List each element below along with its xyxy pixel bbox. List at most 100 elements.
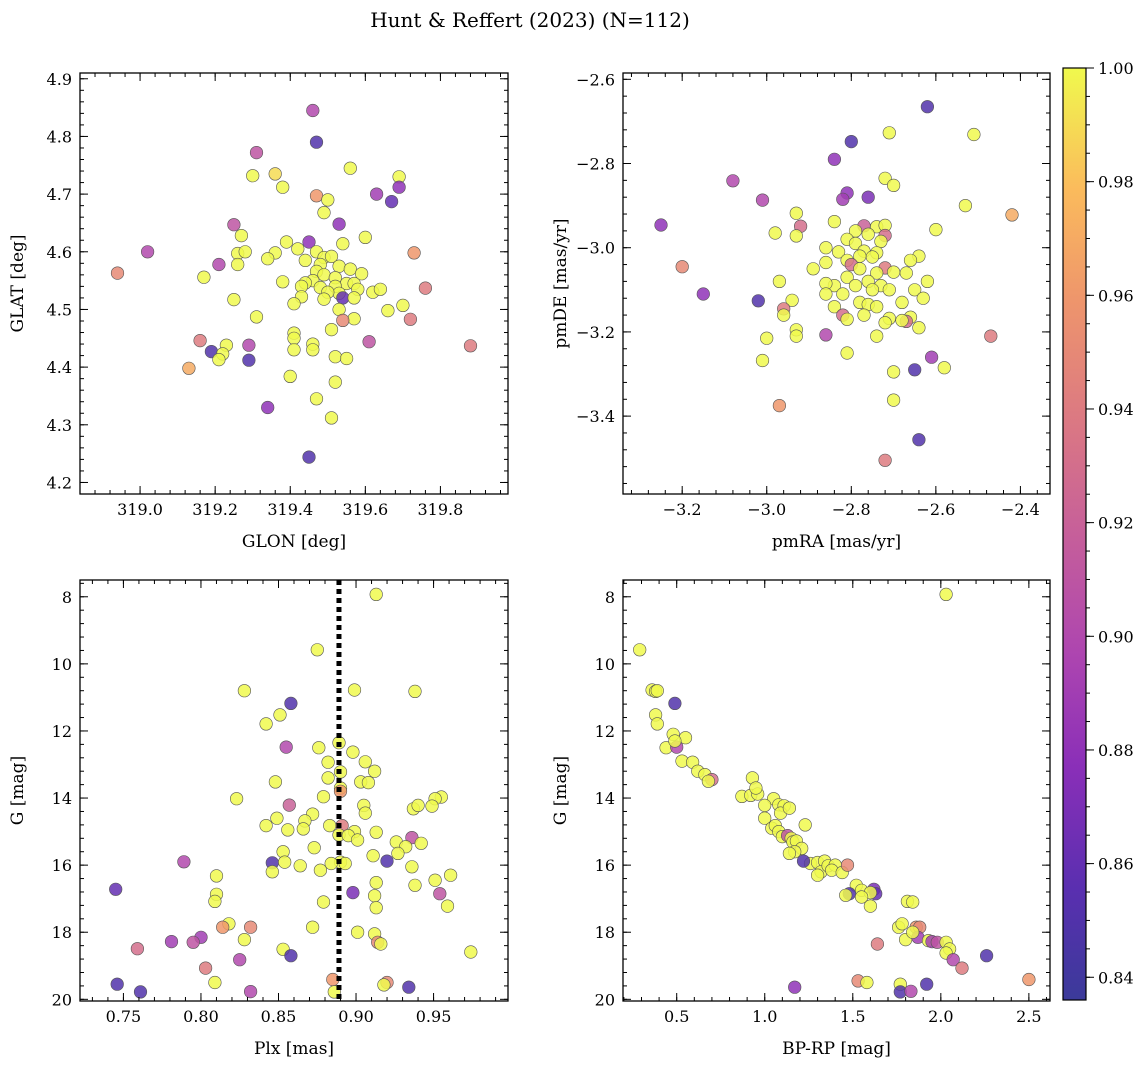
data-point — [343, 262, 357, 276]
data-point — [233, 953, 247, 967]
x-tick-label: 0.90 — [338, 1007, 374, 1026]
data-point — [302, 450, 316, 464]
data-point — [109, 882, 123, 896]
data-point — [336, 291, 350, 305]
data-point — [865, 283, 880, 297]
data-point — [182, 361, 196, 375]
y-tick-label: 10 — [52, 655, 72, 674]
data-point — [772, 274, 787, 289]
data-point — [878, 453, 892, 467]
data-point — [920, 100, 935, 114]
y-tick-label: −2.6 — [576, 70, 615, 89]
data-point — [939, 587, 953, 602]
data-point — [668, 696, 682, 711]
data-point — [130, 942, 144, 956]
data-point — [279, 740, 293, 754]
data-point — [377, 978, 391, 992]
data-point — [758, 798, 772, 813]
data-point — [979, 949, 994, 963]
data-point — [958, 199, 973, 213]
data-point — [425, 799, 439, 813]
data-point — [259, 717, 273, 731]
data-point — [302, 235, 316, 249]
x-tick-label: 1.0 — [752, 1007, 777, 1026]
data-point — [346, 885, 360, 900]
data-point — [899, 266, 913, 280]
data-point — [186, 935, 200, 949]
points — [654, 100, 1019, 467]
colorbar-tick-label: 0.96 — [1098, 286, 1134, 305]
data-point — [381, 304, 395, 318]
y-axis-label: G [mag] — [8, 756, 28, 825]
data-point — [861, 190, 875, 204]
data-point — [287, 297, 301, 311]
y-tick-label: 10 — [595, 655, 615, 674]
data-point — [408, 684, 422, 699]
data-point — [785, 293, 799, 307]
data-point — [433, 887, 447, 901]
y-tick-label: 4.6 — [47, 243, 72, 262]
data-point — [840, 312, 854, 326]
data-point — [751, 294, 765, 308]
y-tick-label: −3.0 — [576, 239, 615, 258]
y-tick-label: 4.4 — [47, 358, 72, 377]
data-point — [246, 169, 260, 183]
data-point — [362, 335, 376, 349]
data-point — [324, 323, 339, 337]
y-tick-label: −3.2 — [576, 323, 615, 342]
data-point — [798, 818, 812, 832]
data-point — [402, 980, 416, 994]
x-tick-label: 0.80 — [183, 1007, 219, 1026]
points — [110, 103, 478, 464]
data-point — [407, 246, 421, 260]
data-point — [369, 587, 383, 602]
data-point — [789, 206, 803, 220]
data-point — [701, 774, 716, 788]
data-point — [878, 171, 892, 185]
x-tick-label: −3.0 — [747, 500, 786, 519]
data-point — [287, 331, 301, 345]
data-point — [340, 351, 354, 366]
y-tick-label: 8 — [62, 588, 72, 607]
y-tick-label: 20 — [595, 990, 615, 1009]
data-point — [231, 257, 245, 272]
data-point — [282, 798, 296, 812]
data-point — [464, 945, 478, 959]
y-tick-label: −3.4 — [576, 407, 615, 426]
points — [633, 587, 1036, 999]
data-point — [839, 888, 853, 902]
data-point — [309, 189, 324, 203]
data-point — [368, 764, 382, 778]
data-point — [197, 270, 211, 284]
data-point — [789, 329, 803, 343]
data-point — [293, 859, 307, 873]
colorbar-tick-label: 0.88 — [1098, 741, 1134, 760]
data-point — [328, 375, 342, 389]
data-point — [904, 984, 918, 998]
data-point — [810, 868, 825, 882]
data-point — [373, 282, 388, 296]
data-point — [463, 339, 478, 353]
y-tick-label: 4.3 — [47, 416, 72, 435]
data-point — [351, 925, 365, 939]
x-tick-label: −2.8 — [832, 500, 871, 519]
data-point — [110, 977, 124, 991]
colorbar-tick-label: 0.94 — [1098, 400, 1134, 419]
x-tick-label: 2.0 — [928, 1007, 953, 1026]
data-point — [279, 235, 294, 249]
data-point — [278, 855, 292, 869]
y-tick-label: 8 — [605, 588, 615, 607]
data-point — [870, 266, 884, 280]
data-point — [929, 223, 943, 237]
data-point — [650, 717, 664, 731]
data-point — [840, 858, 855, 872]
plot-frame — [79, 579, 509, 1002]
colorbar-tick-label: 0.92 — [1098, 514, 1134, 533]
data-point — [860, 975, 874, 990]
data-point — [882, 126, 896, 140]
data-point — [882, 283, 896, 297]
data-point — [385, 195, 399, 209]
data-point — [317, 292, 331, 306]
y-tick-label: −2.8 — [576, 155, 615, 174]
color-magnitude-scatter-panel: 0.5 1.0 1.5 2.0 2.5 8 10 12 14 16 18 20 BP-RP [mag] G… — [551, 579, 1051, 1059]
